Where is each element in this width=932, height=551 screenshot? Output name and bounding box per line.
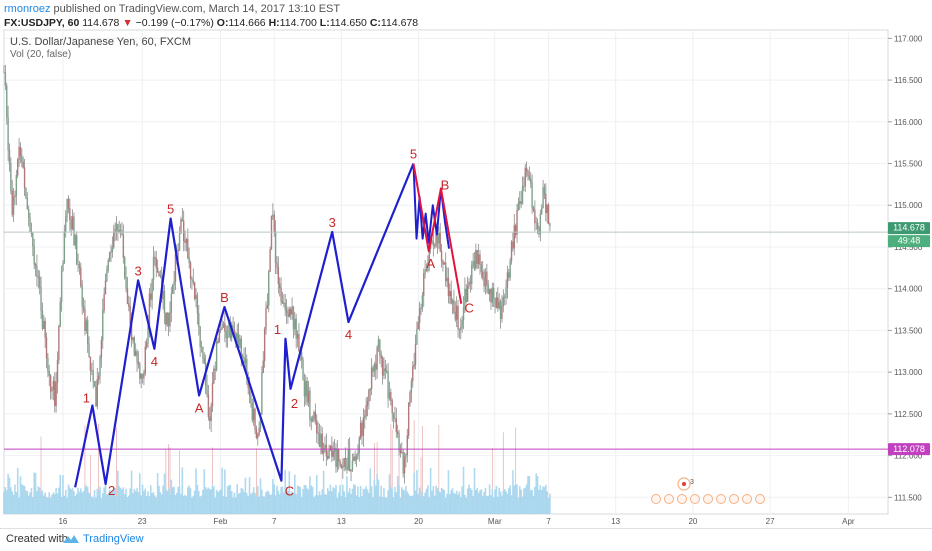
ohlc-c-label: C: (369, 17, 381, 29)
author-link[interactable]: rmonroez (4, 3, 51, 15)
y-tick-label: 116.000 (894, 118, 923, 127)
x-tick-label: 20 (688, 517, 697, 526)
grid (4, 30, 888, 514)
wave-label: 3 (135, 263, 142, 278)
wave-label: 4 (151, 354, 158, 369)
y-tick-label: 113.500 (894, 326, 923, 335)
countdown-badge-bg (888, 235, 930, 248)
x-tick-label: Feb (214, 517, 228, 526)
x-tick-label: 20 (414, 517, 423, 526)
x-tick-label: Apr (842, 517, 855, 526)
ohlc-c: 114.678 (380, 17, 419, 29)
instrument-legend: U.S. Dollar/Japanese Yen, 60, FXCM (10, 36, 191, 48)
event-chip (651, 494, 661, 504)
x-tick-label: 16 (58, 517, 67, 526)
y-tick-label: 115.500 (894, 160, 923, 169)
wave-label: 4 (345, 327, 352, 342)
candles (3, 65, 551, 484)
y-tick-label: 116.500 (894, 76, 923, 85)
wave-label: 3 (329, 215, 336, 230)
ohlc-h: 114.700 (279, 17, 317, 29)
tradingview-logo-icon[interactable] (62, 533, 80, 545)
level-badge-value: 112.078 (893, 444, 925, 454)
event-chip (677, 494, 687, 504)
publish-text: published on TradingView.com, March 14, … (53, 3, 341, 15)
ohlc-o: 114.666 (228, 17, 266, 29)
volume-legend: Vol (20, false) (10, 49, 71, 60)
wave-label: A (195, 401, 204, 416)
volume-bars (3, 420, 551, 514)
wave-label: B (220, 290, 229, 305)
event-chip (703, 494, 713, 504)
event-count: 3 (690, 479, 694, 486)
tradingview-link[interactable]: TradingView (83, 533, 144, 545)
price-badge-value: 114.678 (893, 223, 925, 233)
event-chip (755, 494, 765, 504)
y-tick-label: 114.500 (894, 243, 923, 252)
wave-series-2 (412, 163, 463, 304)
publish-info: rmonroez published on TradingView.com, M… (4, 3, 340, 15)
y-tick-label: 114.000 (894, 285, 923, 294)
y-tick-label: 112.000 (894, 452, 923, 461)
ohlc-o-label: O: (216, 17, 229, 29)
x-tick-label: 23 (138, 517, 147, 526)
footer: Created with TradingView (0, 528, 932, 551)
wave-label: C (285, 484, 294, 499)
x-tick-label: 13 (337, 517, 346, 526)
event-chip (690, 494, 700, 504)
level-badge: 112.078 (888, 443, 930, 456)
wave-label: A (426, 256, 435, 271)
wave-label: 5 (410, 147, 417, 162)
symbol-bar: FX:USDJPY, 60 114.678 ▼ −0.199 (−0.17%) … (4, 17, 418, 29)
price-badge-bg (888, 222, 930, 235)
ohlc-h-label: H: (268, 17, 280, 29)
down-arrow-icon: ▼ (122, 17, 133, 29)
wave-lines (74, 163, 463, 488)
wave-label: 1 (274, 322, 281, 337)
x-tick-label: 27 (766, 517, 775, 526)
wave-label: C (465, 301, 474, 316)
y-axis: 117.000 116.500 116.000 115.500 115.000 114.5… (888, 34, 923, 502)
event-chip (716, 494, 726, 504)
y-tick-label: 113.000 (894, 368, 923, 377)
ohlc-l: 114.650 (329, 17, 367, 29)
wave-label: B (441, 178, 450, 193)
event-row[interactable] (651, 494, 765, 504)
wave-label: 2 (291, 396, 298, 411)
event-dot (682, 482, 686, 486)
y-tick-label: 112.500 (894, 410, 923, 419)
y-tick-label: 117.000 (894, 34, 923, 43)
y-tick-label: 115.000 (894, 201, 923, 210)
x-tick-label: Mar (488, 517, 502, 526)
wave-labels: 1 2 3 4 5 A B C 1 2 3 4 5 A B C (83, 147, 474, 499)
event-markers[interactable]: 3 (651, 477, 765, 504)
x-axis: 16 23 Feb 7 13 20 Mar 7 13 20 27 Apr (58, 517, 854, 526)
last-price: 114.678 (82, 17, 120, 29)
wave-label: 5 (167, 202, 174, 217)
x-tick-label: 13 (611, 517, 620, 526)
symbol-label: FX:USDJPY, 60 (4, 17, 80, 29)
x-tick-label: 7 (546, 517, 551, 526)
wave-label: 2 (108, 483, 115, 498)
countdown-badge-value: 49:48 (898, 236, 921, 246)
wave-label: 1 (83, 391, 90, 406)
wave-series-0 (74, 163, 415, 488)
x-tick-label: 7 (272, 517, 277, 526)
created-with-label: Created with (6, 533, 68, 545)
level-badge-bg (888, 443, 930, 456)
event-chip (664, 494, 674, 504)
y-tick-label: 111.500 (894, 493, 922, 502)
event-chip (742, 494, 752, 504)
ohlc-l-label: L: (319, 17, 330, 29)
price-change: −0.199 (−0.17%) (135, 17, 214, 29)
price-badge: 114.678 49:48 (888, 222, 930, 248)
event-chip (729, 494, 739, 504)
